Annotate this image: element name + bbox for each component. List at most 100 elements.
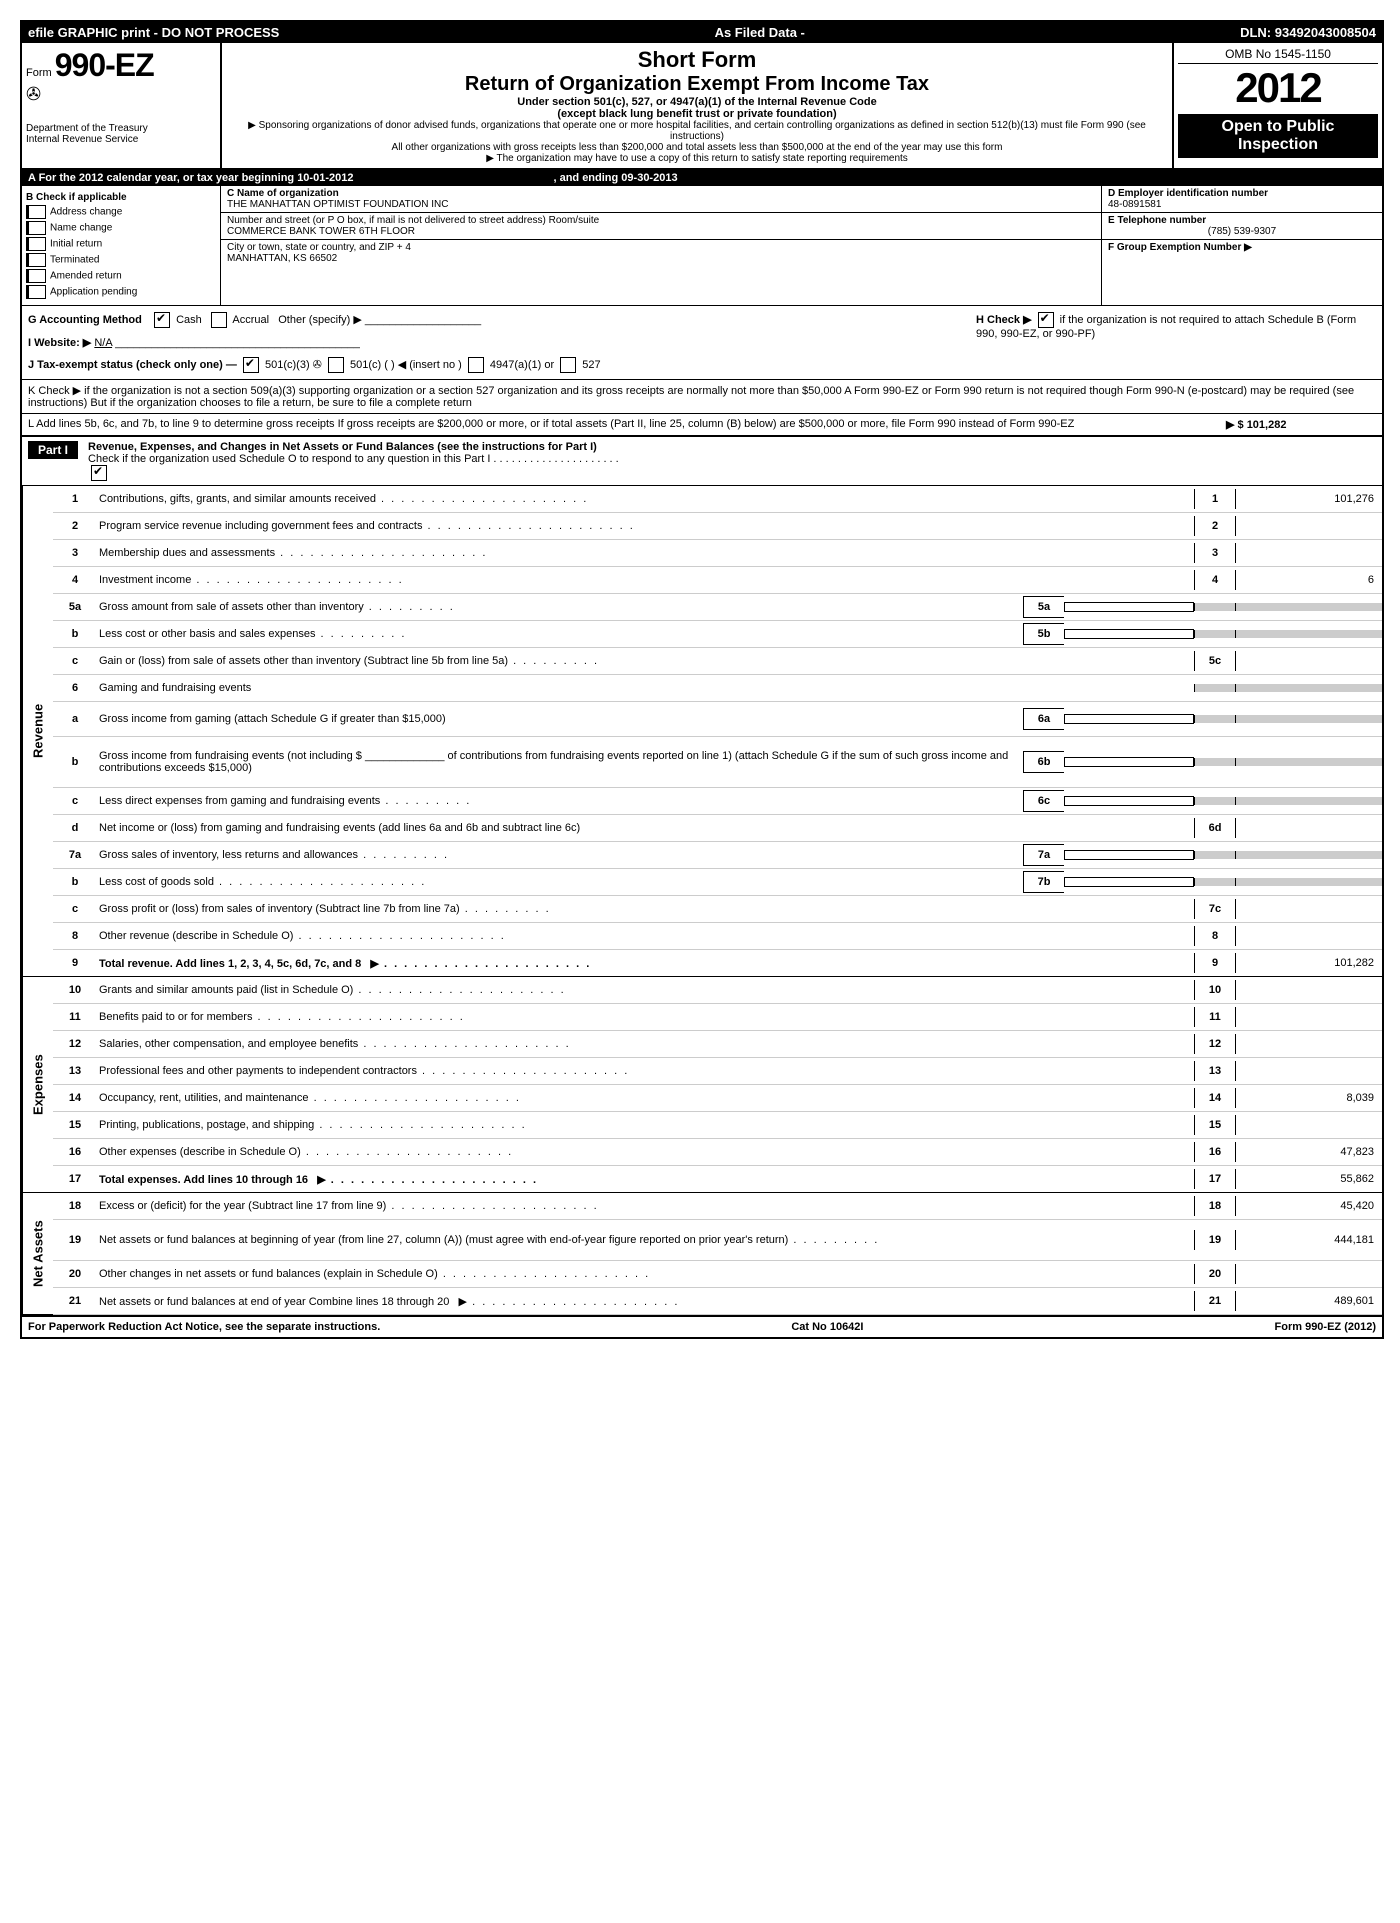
note-3: ▶ The organization may have to use a cop… xyxy=(230,153,1164,164)
line-5c-val xyxy=(1236,657,1382,665)
cb-pending[interactable]: Application pending xyxy=(26,285,216,299)
line-17-val: 55,862 xyxy=(1236,1169,1382,1189)
line-6a-rval xyxy=(1236,715,1382,723)
open-public-2: Inspection xyxy=(1182,136,1374,154)
cb-initial-return[interactable]: Initial return xyxy=(26,237,216,251)
line-7c-val xyxy=(1236,905,1382,913)
cb-527[interactable] xyxy=(560,357,576,373)
cb-cash[interactable] xyxy=(154,312,170,328)
line-6b-rval xyxy=(1236,758,1382,766)
cb-terminated[interactable]: Terminated xyxy=(26,253,216,267)
part-1-check-text: Check if the organization used Schedule … xyxy=(88,453,619,465)
cb-name-change[interactable]: Name change xyxy=(26,221,216,235)
line-7a-rval xyxy=(1236,851,1382,859)
cb-accrual[interactable] xyxy=(211,312,227,328)
line-10-desc: Grants and similar amounts paid (list in… xyxy=(97,980,1194,1000)
line-6a-inum: 6a xyxy=(1023,708,1064,730)
line-21: 21 Net assets or fund balances at end of… xyxy=(53,1288,1382,1315)
cb-501c[interactable] xyxy=(328,357,344,373)
cb-4947[interactable] xyxy=(468,357,484,373)
line-4-num: 4 xyxy=(53,570,97,590)
line-17-desc: Total expenses. Add lines 10 through 16 … xyxy=(97,1169,1194,1190)
expenses-lines: 10 Grants and similar amounts paid (list… xyxy=(53,977,1382,1193)
line-6b-num: b xyxy=(53,752,97,772)
line-6: 6 Gaming and fundraising events xyxy=(53,675,1382,702)
line-1: 1 Contributions, gifts, grants, and simi… xyxy=(53,486,1382,513)
line-6a: a Gross income from gaming (attach Sched… xyxy=(53,702,1382,737)
line-5c: c Gain or (loss) from sale of assets oth… xyxy=(53,648,1382,675)
cb-address-change[interactable]: Address change xyxy=(26,205,216,219)
part-1-label: Part I xyxy=(28,441,78,459)
line-5c-rnum: 5c xyxy=(1194,651,1236,671)
column-c: C Name of organization THE MANHATTAN OPT… xyxy=(221,186,1102,305)
line-6-rval xyxy=(1236,684,1382,692)
line-2-val xyxy=(1236,522,1382,530)
side-label-revenue: Revenue xyxy=(22,486,53,977)
line-21-rnum: 21 xyxy=(1194,1291,1236,1311)
subtitle-2: (except black lung benefit trust or priv… xyxy=(230,108,1164,120)
line-4-rnum: 4 xyxy=(1194,570,1236,590)
line-21-desc: Net assets or fund balances at end of ye… xyxy=(97,1291,1194,1312)
line-7b-num: b xyxy=(53,872,97,892)
form-990ez: efile GRAPHIC print - DO NOT PROCESS As … xyxy=(20,20,1384,1339)
subtitle-1: Under section 501(c), 527, or 4947(a)(1)… xyxy=(230,96,1164,108)
j-opt3: 4947(a)(1) or xyxy=(490,359,554,371)
line-5b-num: b xyxy=(53,624,97,644)
form-prefix: Form xyxy=(26,67,52,79)
expenses-section: Expenses 10 Grants and similar amounts p… xyxy=(22,977,1382,1193)
line-1-val: 101,276 xyxy=(1236,489,1382,509)
cb-schedule-b[interactable] xyxy=(1038,312,1054,328)
line-6a-ival xyxy=(1064,714,1194,724)
line-2-rnum: 2 xyxy=(1194,516,1236,536)
line-8-desc: Other revenue (describe in Schedule O) xyxy=(97,926,1194,946)
line-7a-num: 7a xyxy=(53,845,97,865)
form-header: Form 990-EZ ✇ Department of the Treasury… xyxy=(22,43,1382,170)
column-b: B Check if applicable Address change Nam… xyxy=(22,186,221,305)
cb-amended[interactable]: Amended return xyxy=(26,269,216,283)
line-3-rnum: 3 xyxy=(1194,543,1236,563)
org-city: MANHATTAN, KS 66502 xyxy=(227,253,1095,264)
line-6d-num: d xyxy=(53,818,97,838)
line-7c-desc: Gross profit or (loss) from sales of inv… xyxy=(97,899,1194,919)
open-public-badge: Open to Public Inspection xyxy=(1178,114,1378,158)
line-6-desc: Gaming and fundraising events xyxy=(97,678,1194,698)
line-7b-rnum xyxy=(1194,878,1236,886)
line-8-num: 8 xyxy=(53,926,97,946)
line-12-num: 12 xyxy=(53,1034,97,1054)
form-number: 990-EZ xyxy=(55,47,154,83)
line-6b: b Gross income from fundraising events (… xyxy=(53,737,1382,788)
line-6c-rval xyxy=(1236,797,1382,805)
org-name: THE MANHATTAN OPTIMIST FOUNDATION INC xyxy=(227,199,1095,210)
gh-left: G Accounting Method Cash Accrual Other (… xyxy=(28,312,976,373)
line-14-rnum: 14 xyxy=(1194,1088,1236,1108)
netassets-section: Net Assets 18 Excess or (deficit) for th… xyxy=(22,1193,1382,1315)
line-9-rnum: 9 xyxy=(1194,953,1236,973)
cb-501c3[interactable] xyxy=(243,357,259,373)
line-5a-rnum xyxy=(1194,603,1236,611)
line-17: 17 Total expenses. Add lines 10 through … xyxy=(53,1166,1382,1193)
short-form-title: Short Form xyxy=(230,47,1164,73)
gh-right: H Check ▶ if the organization is not req… xyxy=(976,312,1376,373)
line-5a-rval xyxy=(1236,603,1382,611)
line-10-rnum: 10 xyxy=(1194,980,1236,1000)
k-text: K Check ▶ if the organization is not a s… xyxy=(28,385,1354,409)
line-15-num: 15 xyxy=(53,1115,97,1135)
line-7b-desc: Less cost of goods sold xyxy=(97,872,1023,892)
open-public-1: Open to Public xyxy=(1182,118,1374,136)
line-5c-num: c xyxy=(53,651,97,671)
l-amount: ▶ $ 101,282 xyxy=(1226,418,1376,431)
line-18-desc: Excess or (deficit) for the year (Subtra… xyxy=(97,1196,1194,1216)
line-16-num: 16 xyxy=(53,1142,97,1162)
line-12-val xyxy=(1236,1040,1382,1048)
line-3-val xyxy=(1236,549,1382,557)
line-12-rnum: 12 xyxy=(1194,1034,1236,1054)
line-9-num: 9 xyxy=(53,953,97,973)
line-6a-desc: Gross income from gaming (attach Schedul… xyxy=(97,709,1023,729)
j-label: J Tax-exempt status (check only one) — xyxy=(28,359,237,371)
cb-schedule-o[interactable] xyxy=(91,465,107,481)
line-2-num: 2 xyxy=(53,516,97,536)
side-label-netassets: Net Assets xyxy=(22,1193,53,1315)
ein-value: 48-0891581 xyxy=(1108,199,1376,210)
line-7a-ival xyxy=(1064,850,1194,860)
f-label: F Group Exemption Number ▶ xyxy=(1108,242,1376,253)
